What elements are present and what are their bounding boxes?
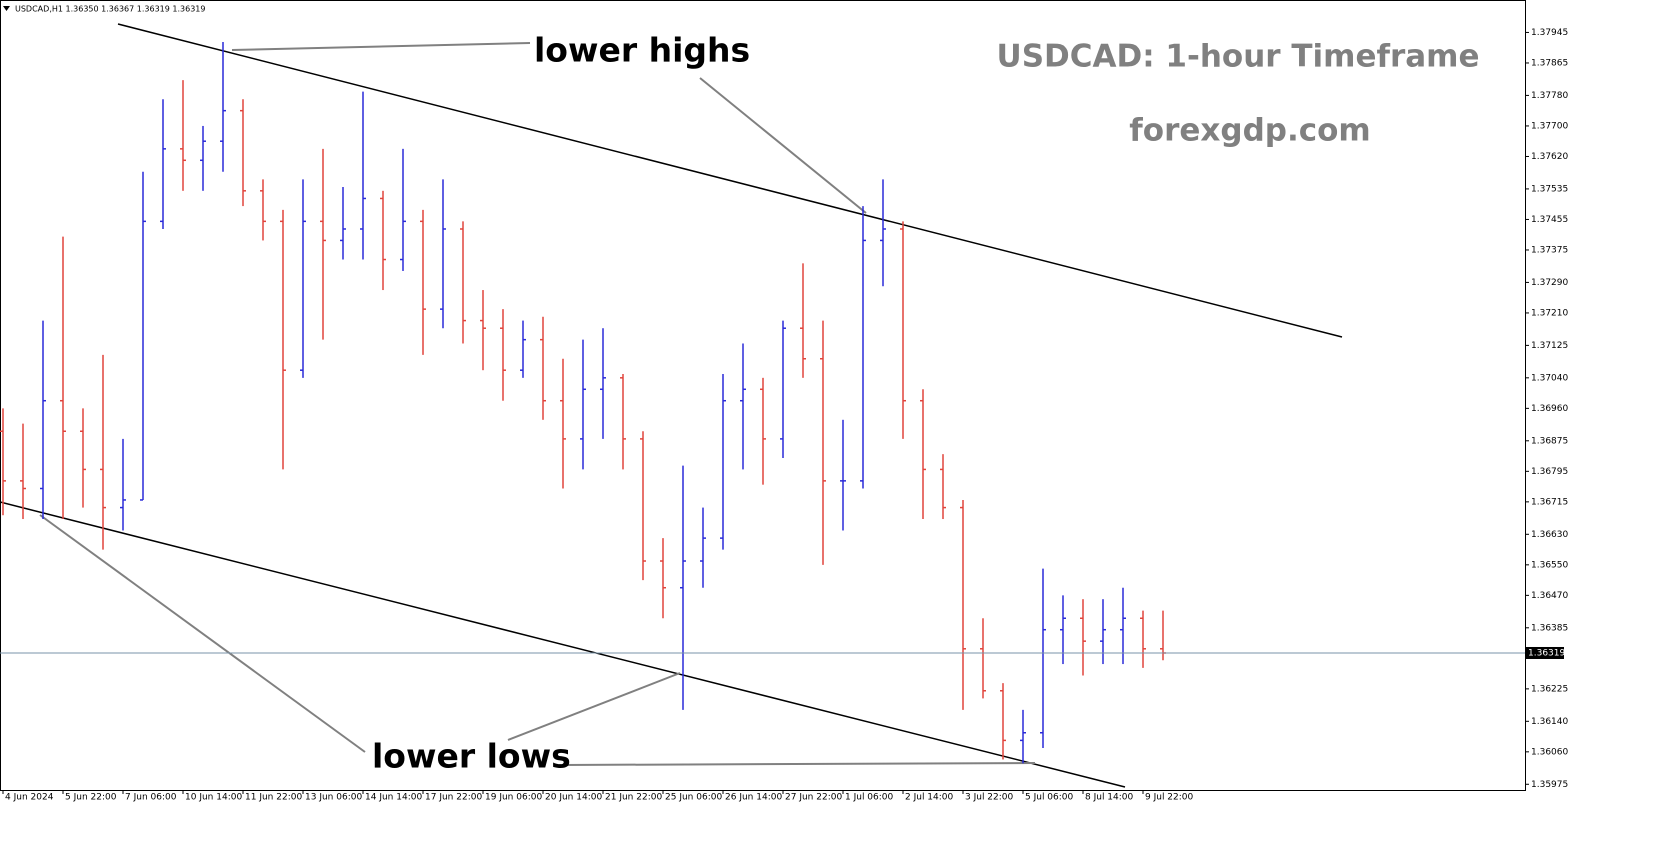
x-tick-label: 21 Jun 22:00 [605, 793, 662, 803]
x-tick-label: 4 Jun 2024 [5, 793, 54, 803]
upper-trendline [117, 23, 1343, 338]
y-tick-label: 1.36960 [1531, 404, 1568, 414]
x-tick-label: 3 Jul 22:00 [965, 793, 1014, 803]
y-tick-label: 1.37945 [1531, 28, 1568, 38]
pointer-line [39, 514, 366, 753]
y-tick-label: 1.35975 [1531, 780, 1568, 790]
x-tick-label: 9 Jul 22:00 [1145, 793, 1194, 803]
header: USDCAD,H1 1.36350 1.36367 1.36319 1.3631… [15, 5, 205, 14]
y-tick-label: 1.37040 [1531, 373, 1568, 383]
pointer-line [231, 42, 531, 51]
y-tick-label: 1.37535 [1531, 184, 1568, 194]
y-tick-label: 1.36140 [1531, 717, 1568, 727]
y-tick-label: 1.37125 [1531, 341, 1568, 351]
y-tick-label: 1.36385 [1531, 623, 1568, 633]
last-price-box [1526, 646, 1564, 659]
annotation: lower highs [534, 31, 750, 70]
y-tick-label: 1.36630 [1531, 530, 1568, 540]
x-tick-label: 17 Jun 22:00 [425, 793, 482, 803]
y-tick-label: 1.36470 [1531, 591, 1568, 601]
y-tick-label: 1.36060 [1531, 747, 1568, 757]
x-tick-label: 8 Jul 14:00 [1085, 793, 1134, 803]
pointer-line [561, 762, 1036, 766]
y-tick-label: 1.37620 [1531, 152, 1568, 162]
y-tick-label: 1.36715 [1531, 497, 1568, 507]
y-tick-label: 1.37210 [1531, 308, 1568, 318]
header-arrow [3, 6, 10, 11]
x-tick-label: 20 Jun 14:00 [545, 793, 602, 803]
x-tick-label: 27 Jun 22:00 [785, 793, 842, 803]
pointer-line [699, 77, 867, 214]
y-tick-label: 1.36225 [1531, 684, 1568, 694]
last-price-label: 1.36319 [1528, 648, 1565, 658]
lower-trendline [0, 501, 1126, 788]
x-tick-label: 25 Jun 06:00 [665, 793, 722, 803]
y-tick-label: 1.37375 [1531, 245, 1568, 255]
x-tick-label: 5 Jun 22:00 [65, 793, 117, 803]
y-tick-label: 1.37865 [1531, 58, 1568, 68]
x-tick-label: 10 Jun 14:00 [185, 793, 242, 803]
x-tick-label: 2 Jul 14:00 [905, 793, 954, 803]
y-tick-label: 1.37455 [1531, 215, 1568, 225]
x-tick-label: 7 Jun 06:00 [125, 793, 177, 803]
y-tick-label: 1.36795 [1531, 467, 1568, 477]
pointer-line [507, 672, 681, 741]
y-tick-label: 1.36875 [1531, 436, 1568, 446]
x-tick-label: 14 Jun 14:00 [365, 793, 422, 803]
chart-title: USDCAD: 1-hour Timeframe [997, 39, 1480, 75]
chart-subtitle: forexgdp.com [1129, 113, 1370, 149]
y-tick-label: 1.37290 [1531, 278, 1568, 288]
y-tick-label: 1.36550 [1531, 560, 1568, 570]
x-tick-label: 13 Jun 06:00 [305, 793, 362, 803]
x-tick-label: 11 Jun 22:00 [245, 793, 302, 803]
x-tick-label: 19 Jun 06:00 [485, 793, 542, 803]
annotation: lower lows [372, 737, 571, 776]
x-tick-label: 1 Jul 06:00 [845, 793, 894, 803]
x-tick-label: 5 Jul 06:00 [1025, 793, 1074, 803]
x-tick-label: 26 Jun 14:00 [725, 793, 782, 803]
y-tick-label: 1.37780 [1531, 91, 1568, 101]
y-tick-label: 1.37700 [1531, 121, 1568, 131]
